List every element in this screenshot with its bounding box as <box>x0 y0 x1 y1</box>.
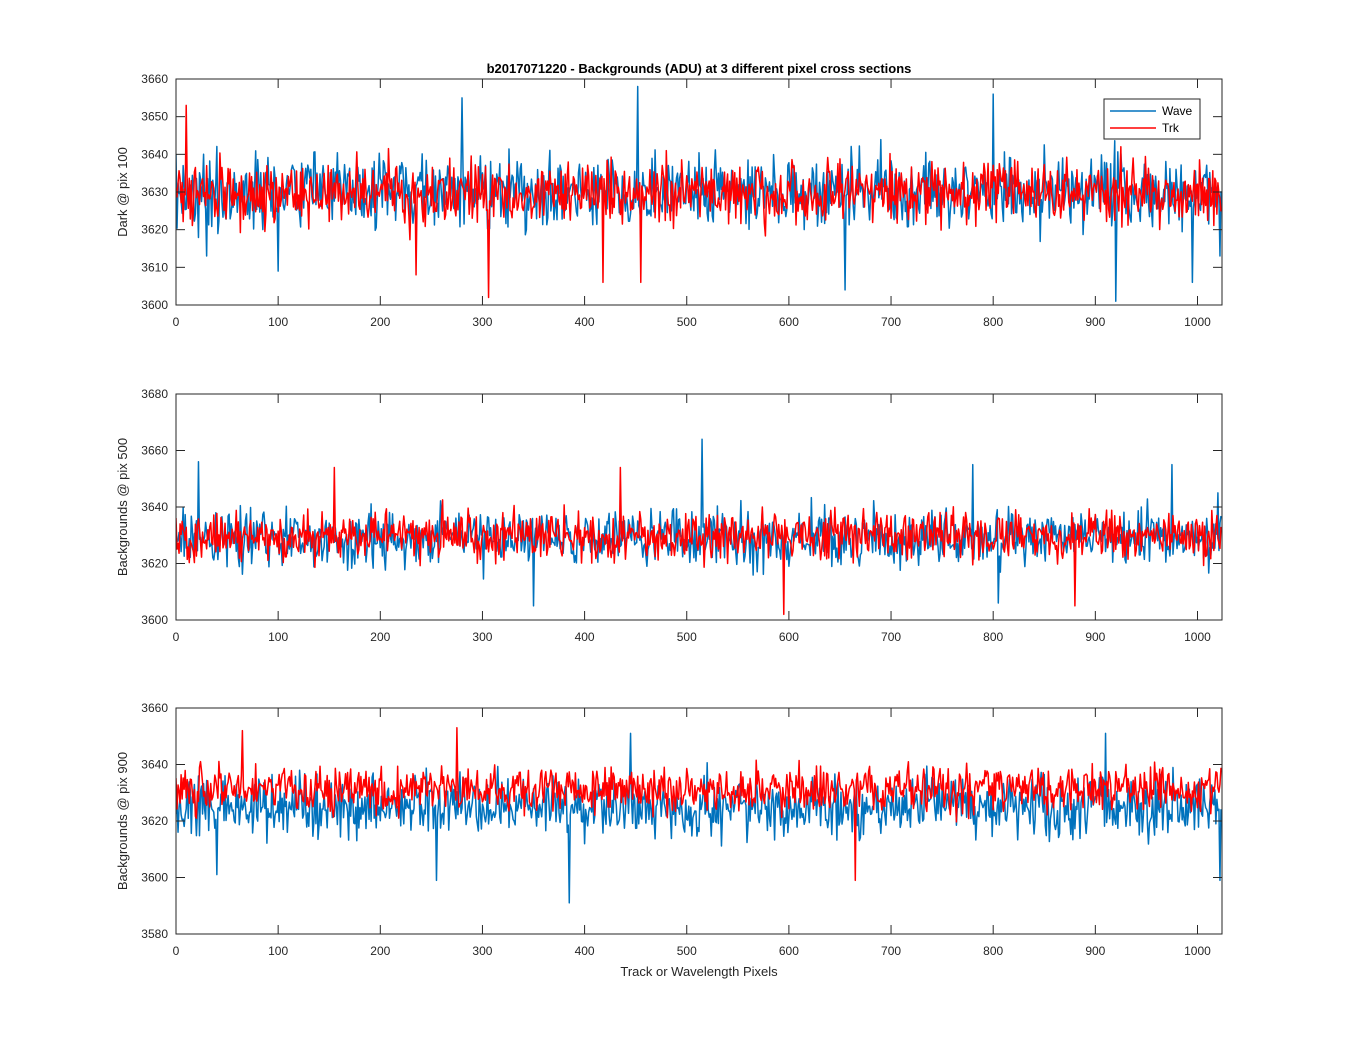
x-tick-label: 900 <box>1085 315 1105 329</box>
y-tick-label: 3680 <box>141 387 168 401</box>
plot-area <box>176 394 1222 620</box>
y-tick-label: 3620 <box>141 223 168 237</box>
x-axis-label: Track or Wavelength Pixels <box>620 964 778 979</box>
x-tick-label: 200 <box>370 944 390 958</box>
x-tick-label: 900 <box>1085 944 1105 958</box>
x-tick-label: 600 <box>779 944 799 958</box>
y-axis-label: Backgrounds @ pix 900 <box>115 752 130 890</box>
x-tick-label: 400 <box>575 630 595 644</box>
y-tick-label: 3640 <box>141 500 168 514</box>
legend-box <box>1103 98 1201 140</box>
x-tick-label: 100 <box>268 944 288 958</box>
x-tick-label: 100 <box>268 630 288 644</box>
x-tick-label: 1000 <box>1184 315 1211 329</box>
y-tick-label: 3620 <box>141 557 168 571</box>
y-tick-label: 3660 <box>141 72 168 86</box>
x-tick-label: 0 <box>173 944 180 958</box>
panels: 0 100 200 300 400 500 600 700 800 900 100036003610… <box>115 72 1223 958</box>
x-tick-label: 500 <box>677 630 697 644</box>
y-tick-label: 3660 <box>141 701 168 715</box>
x-tick-label: 300 <box>472 315 492 329</box>
series-line-trk <box>176 104 1222 299</box>
y-tick-label: 3600 <box>141 871 168 885</box>
y-tick-label: 3610 <box>141 260 168 274</box>
panel-1: 0 100 200 300 400 500 600 700 800 900 1000 3600 3610… <box>115 72 1223 329</box>
y-tick-label: 3650 <box>141 110 168 124</box>
y-tick-label: 3600 <box>141 613 168 627</box>
y-tick-label: 3660 <box>141 444 168 458</box>
y-tick-label: 3600 <box>141 298 168 312</box>
x-tick-label: 700 <box>881 944 901 958</box>
x-tick-label: 700 <box>881 630 901 644</box>
x-tick-label: 900 <box>1085 630 1105 644</box>
x-tick-label: 1000 <box>1184 944 1211 958</box>
y-axis-label: Backgrounds @ pix 500 <box>115 438 130 576</box>
panel-2: 0 100 200 300 400 500 600 700 800 900 1000 3600 3620… <box>115 387 1223 644</box>
y-axis-label: Dark @ pix 100 <box>115 147 130 237</box>
x-tick-label: 300 <box>472 944 492 958</box>
x-tick-label: 400 <box>575 944 595 958</box>
legend-label-trk: Trk <box>1162 121 1180 135</box>
x-tick-label: 200 <box>370 315 390 329</box>
x-tick-label: 300 <box>472 630 492 644</box>
y-tick-label: 3630 <box>141 185 168 199</box>
panel-3: 0 100 200 300 400 500 600 700 800 900 1000 3580 3600… <box>115 701 1223 958</box>
x-tick-label: 800 <box>983 630 1003 644</box>
x-tick-label: 400 <box>575 315 595 329</box>
x-tick-label: 700 <box>881 315 901 329</box>
x-tick-label: 1000 <box>1184 630 1211 644</box>
x-tick-label: 800 <box>983 944 1003 958</box>
x-tick-label: 100 <box>268 315 288 329</box>
x-tick-label: 0 <box>173 630 180 644</box>
x-tick-label: 200 <box>370 630 390 644</box>
x-tick-label: 600 <box>779 630 799 644</box>
y-tick-label: 3640 <box>141 758 168 772</box>
y-tick-label: 3620 <box>141 814 168 828</box>
x-tick-label: 800 <box>983 315 1003 329</box>
x-tick-label: 0 <box>173 315 180 329</box>
series-line-trk <box>176 727 1222 882</box>
legend: Wave Trk <box>1103 98 1201 140</box>
series-line-trk <box>176 466 1222 616</box>
chart-title: b2017071220 - Backgrounds (ADU) at 3 dif… <box>487 61 912 76</box>
x-tick-label: 500 <box>677 944 697 958</box>
legend-label-wave: Wave <box>1162 104 1193 118</box>
y-tick-label: 3580 <box>141 927 168 941</box>
y-tick-label: 3640 <box>141 147 168 161</box>
x-tick-label: 600 <box>779 315 799 329</box>
x-tick-label: 500 <box>677 315 697 329</box>
